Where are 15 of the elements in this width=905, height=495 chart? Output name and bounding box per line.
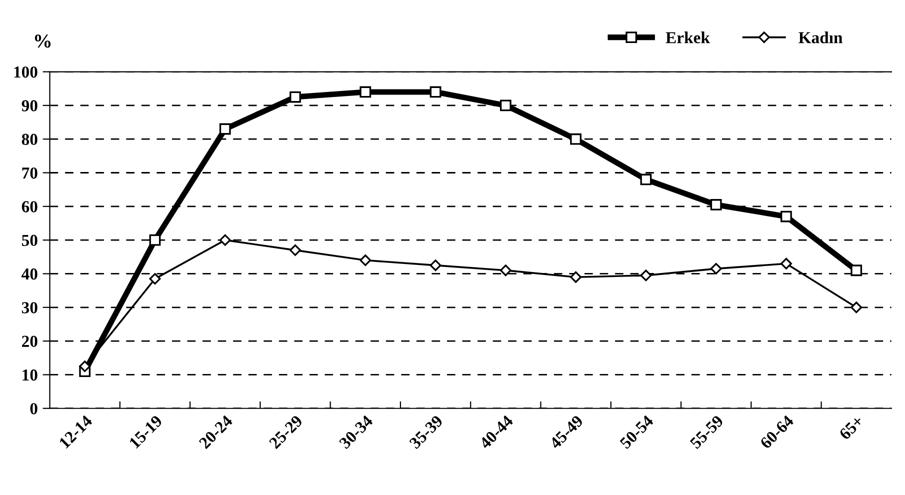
y-tick-label: 30 [22,302,38,314]
y-tick-label: 80 [22,134,38,146]
y-tick-label: 60 [22,201,38,212]
y-tick-label: 50 [22,234,38,246]
legend-label: Erkek [666,32,710,44]
y-tick-label: 90 [22,100,38,112]
y-tick-label: 20 [22,336,38,347]
y-tick-label: 70 [22,167,38,179]
legend-label: Kadın [798,32,843,44]
y-tick-label: 40 [22,268,38,280]
x-tick-label: 65+ [838,414,864,440]
y-tick-label: 10 [22,369,38,381]
y-axis-title: % [34,34,51,48]
y-tick-label: 100 [14,66,38,78]
y-tick-label: 0 [30,403,38,414]
